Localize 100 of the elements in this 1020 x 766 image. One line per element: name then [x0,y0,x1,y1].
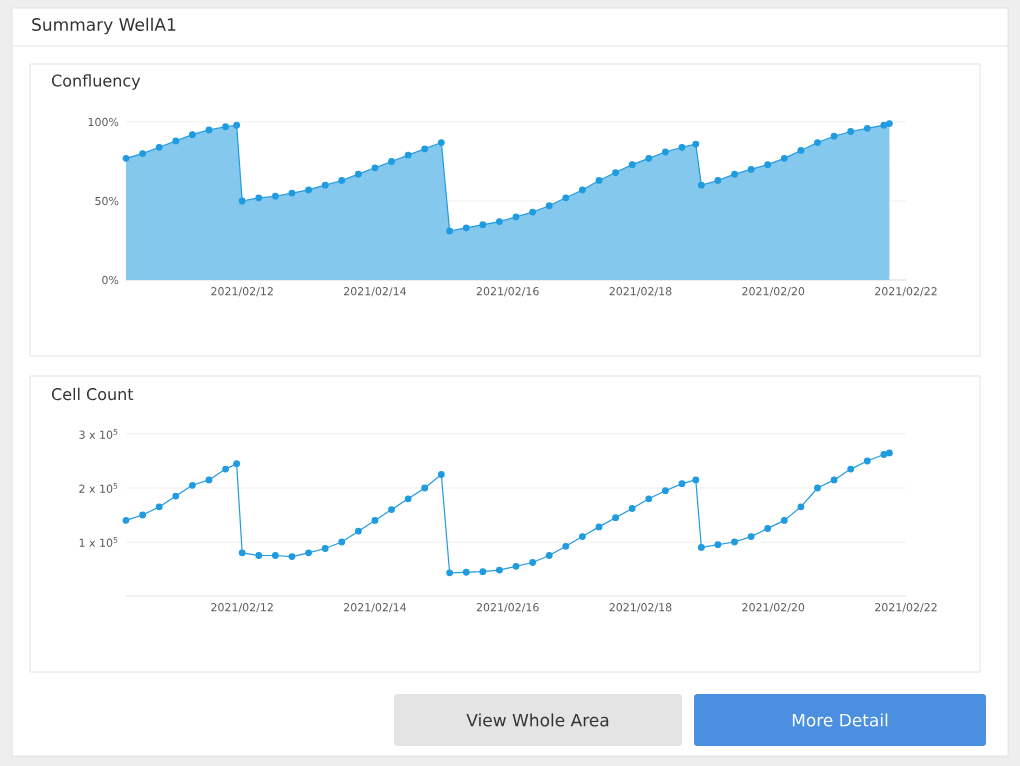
point [764,161,772,169]
point [661,487,669,495]
point [288,189,296,197]
point [880,121,888,129]
point [404,151,412,159]
chart-title: Cell Count [51,387,134,401]
point [830,132,838,140]
point [437,139,445,146]
point [886,449,893,457]
point [595,523,603,531]
point [612,169,619,176]
chart-title: Confluency [51,74,141,90]
point [747,166,755,173]
point [288,553,296,560]
point [421,145,429,153]
point [371,164,379,172]
point [446,227,454,235]
point [512,562,520,570]
point [731,538,738,546]
point [238,549,246,557]
point [863,124,871,132]
point [233,121,241,129]
point [714,177,722,184]
point [863,457,871,465]
point [692,476,700,484]
point [354,170,362,178]
text: Summary WellA1 [32,17,176,35]
point [545,202,553,210]
point [255,552,263,559]
point [645,495,653,503]
point [780,517,788,524]
point [578,533,586,540]
text: More Detail [792,713,888,727]
point [205,476,213,484]
point [731,170,738,178]
point [628,161,636,169]
point [797,503,805,511]
point [880,451,888,458]
point [496,566,503,574]
point [714,541,722,549]
point [512,213,520,221]
point [421,484,429,492]
point [271,552,279,559]
point [238,197,246,205]
point [496,218,503,225]
point [172,137,180,145]
point [122,517,130,524]
point [188,131,196,139]
point [661,148,669,156]
point [562,542,570,550]
point [692,140,700,148]
point [697,544,705,551]
point [814,484,821,492]
point [255,194,263,202]
point [122,154,130,162]
point [678,480,686,488]
point [578,186,586,194]
point [305,549,312,557]
point [628,505,636,512]
point [780,154,788,162]
point [678,143,686,151]
point [847,128,855,135]
point [388,158,395,165]
point [321,545,329,552]
point [645,154,653,162]
point [814,139,821,146]
point [764,525,772,532]
point [529,559,536,566]
text: View Whole Area [466,713,609,727]
point [437,471,445,478]
point [354,527,362,535]
point [321,181,329,189]
point [271,192,279,200]
point [830,476,838,484]
point [404,495,412,503]
point [545,552,553,559]
point [233,460,241,468]
point [222,465,229,473]
point [338,538,346,546]
point [139,150,146,157]
point [155,143,163,151]
point [222,123,229,131]
point [205,126,213,134]
point [371,517,379,524]
point [139,511,146,519]
point [305,186,312,194]
point [847,465,855,473]
point [797,147,805,154]
point [479,568,487,576]
point [747,533,755,540]
point [562,194,570,202]
point [462,224,470,232]
point [172,492,180,500]
point [338,177,346,184]
point [886,120,893,127]
point [446,569,454,577]
point [188,481,196,489]
point [595,177,603,184]
point [529,208,536,216]
point [462,568,470,576]
